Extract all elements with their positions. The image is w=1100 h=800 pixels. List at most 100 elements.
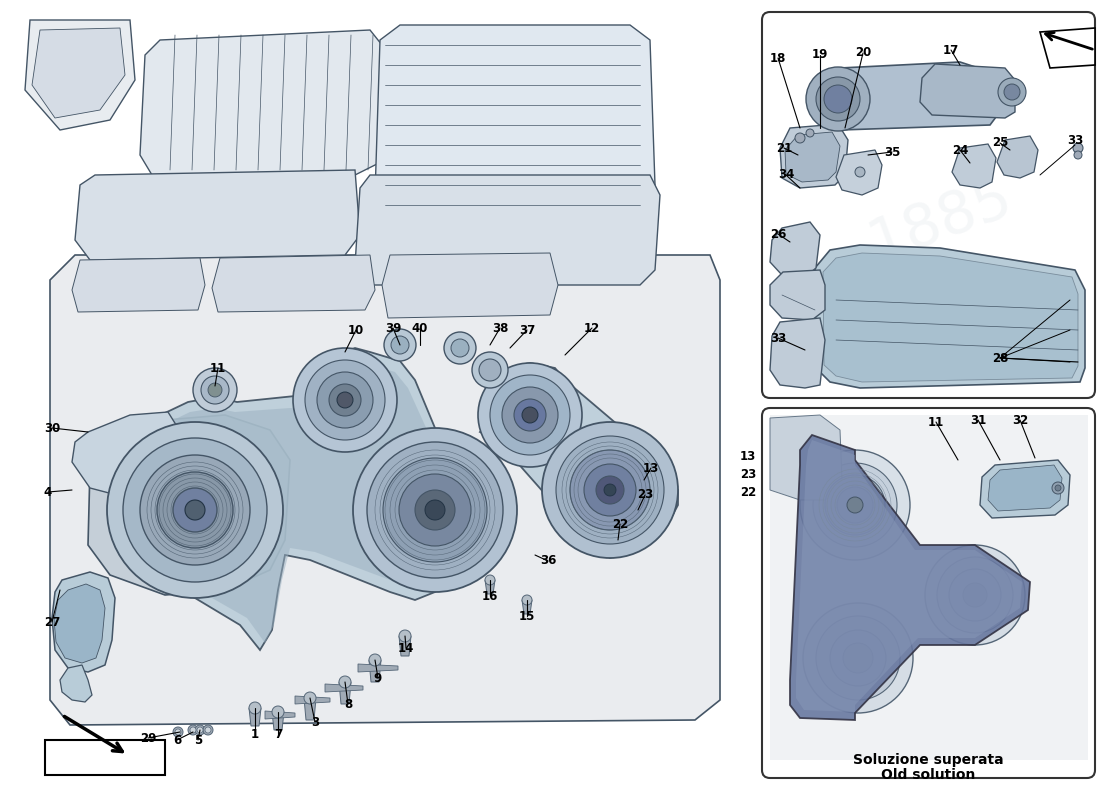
Circle shape — [522, 407, 538, 423]
FancyBboxPatch shape — [762, 408, 1094, 778]
Polygon shape — [72, 412, 178, 498]
Text: 22: 22 — [612, 518, 628, 530]
Circle shape — [329, 384, 361, 416]
Circle shape — [339, 676, 351, 688]
Circle shape — [949, 569, 1001, 621]
Polygon shape — [997, 136, 1038, 178]
Polygon shape — [50, 255, 720, 725]
Circle shape — [803, 603, 913, 713]
Text: 32: 32 — [1012, 414, 1028, 426]
Circle shape — [140, 455, 250, 565]
Circle shape — [584, 464, 636, 516]
Circle shape — [451, 339, 469, 357]
Circle shape — [830, 630, 886, 686]
Circle shape — [556, 436, 664, 544]
Polygon shape — [25, 20, 135, 130]
Polygon shape — [382, 253, 558, 318]
Circle shape — [1055, 485, 1061, 491]
Text: 34: 34 — [778, 169, 794, 182]
Text: 16: 16 — [482, 590, 498, 602]
Polygon shape — [358, 664, 398, 672]
Polygon shape — [212, 255, 375, 312]
Text: Old solution: Old solution — [881, 768, 976, 782]
Bar — [770, 415, 1088, 760]
Circle shape — [107, 422, 283, 598]
Circle shape — [368, 654, 381, 666]
Circle shape — [490, 375, 570, 455]
Text: 31: 31 — [970, 414, 986, 426]
Text: 3: 3 — [311, 715, 319, 729]
Circle shape — [425, 500, 446, 520]
Circle shape — [317, 372, 373, 428]
Circle shape — [353, 428, 517, 592]
Polygon shape — [32, 28, 125, 118]
Text: Soluzione superata: Soluzione superata — [852, 753, 1003, 767]
Circle shape — [415, 490, 455, 530]
Circle shape — [472, 352, 508, 388]
Circle shape — [502, 387, 558, 443]
Text: 19: 19 — [812, 49, 828, 62]
Polygon shape — [770, 222, 820, 278]
Polygon shape — [355, 175, 660, 285]
Polygon shape — [140, 30, 390, 180]
Text: 40: 40 — [411, 322, 428, 334]
Circle shape — [800, 450, 910, 560]
Circle shape — [173, 488, 217, 532]
Text: 13: 13 — [740, 450, 756, 462]
Circle shape — [998, 78, 1026, 106]
Text: 21: 21 — [776, 142, 792, 154]
Circle shape — [816, 77, 860, 121]
Circle shape — [824, 85, 852, 113]
Text: 8: 8 — [344, 698, 352, 710]
Circle shape — [937, 557, 1013, 633]
Polygon shape — [265, 711, 295, 719]
Polygon shape — [295, 696, 330, 704]
Text: 28: 28 — [992, 351, 1009, 365]
Text: 11: 11 — [928, 415, 944, 429]
Polygon shape — [785, 132, 840, 182]
Circle shape — [806, 67, 870, 131]
Circle shape — [570, 450, 650, 530]
Bar — [45, 740, 165, 775]
Text: 39: 39 — [385, 322, 402, 334]
Text: since: since — [465, 394, 535, 446]
Polygon shape — [823, 253, 1078, 382]
Circle shape — [293, 348, 397, 452]
Circle shape — [201, 376, 229, 404]
Polygon shape — [770, 318, 825, 388]
Polygon shape — [272, 712, 284, 730]
Text: 23: 23 — [740, 467, 756, 481]
Text: 7: 7 — [274, 729, 282, 742]
Circle shape — [962, 583, 987, 607]
Text: 36: 36 — [540, 554, 557, 567]
Circle shape — [542, 422, 678, 558]
Circle shape — [478, 359, 500, 381]
Polygon shape — [522, 600, 532, 614]
Polygon shape — [75, 170, 360, 260]
Circle shape — [305, 360, 385, 440]
Polygon shape — [72, 258, 205, 312]
Text: 6: 6 — [173, 734, 182, 746]
Circle shape — [604, 484, 616, 496]
Polygon shape — [54, 584, 104, 663]
Polygon shape — [952, 144, 996, 188]
Text: 1: 1 — [251, 729, 260, 742]
Circle shape — [190, 727, 196, 733]
Polygon shape — [812, 62, 1005, 130]
Circle shape — [1004, 84, 1020, 100]
Circle shape — [399, 474, 471, 546]
Circle shape — [197, 727, 204, 733]
Circle shape — [514, 399, 546, 431]
Circle shape — [249, 702, 261, 714]
Text: 4: 4 — [44, 486, 52, 498]
Circle shape — [123, 438, 267, 582]
Circle shape — [596, 476, 624, 504]
Polygon shape — [980, 460, 1070, 518]
Circle shape — [384, 329, 416, 361]
Circle shape — [383, 458, 487, 562]
Text: 22: 22 — [740, 486, 756, 498]
Polygon shape — [88, 415, 290, 595]
Polygon shape — [485, 580, 495, 594]
Circle shape — [208, 383, 222, 397]
Circle shape — [204, 725, 213, 735]
